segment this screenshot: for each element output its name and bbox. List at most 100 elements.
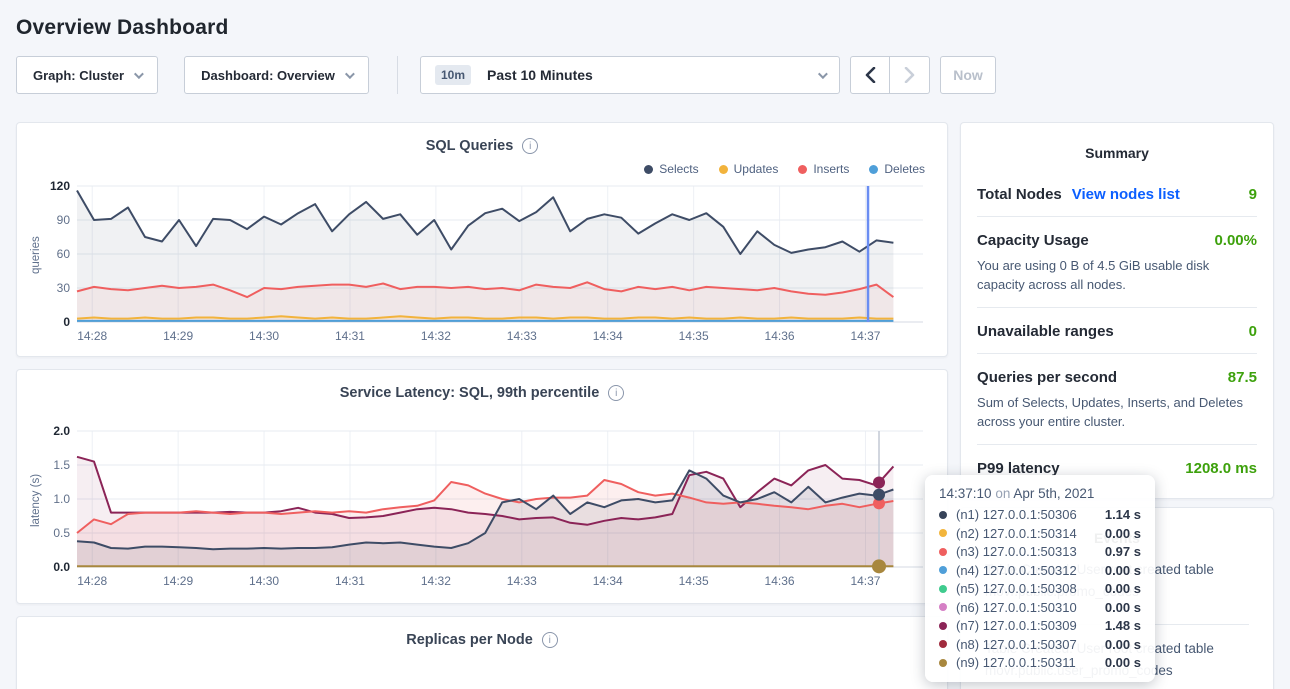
node-latency-value: 0.00 s — [1105, 637, 1141, 652]
svg-text:14:33: 14:33 — [507, 329, 537, 343]
svg-text:0.0: 0.0 — [53, 560, 70, 574]
tooltip-date: Apr 5th, 2021 — [1013, 486, 1094, 501]
svg-text:14:32: 14:32 — [421, 574, 451, 588]
chart-title: Replicas per Node — [406, 632, 533, 648]
svg-text:0: 0 — [63, 315, 70, 329]
chart-header: Service Latency: SQL, 99th percentile — [17, 385, 947, 401]
replicas-per-node-card: Replicas per Node — [16, 616, 948, 689]
sql-queries-card: SQL Queries Selects Updates Inserts Deletes… — [16, 122, 948, 357]
total-nodes-label: Total Nodes — [977, 186, 1062, 203]
info-icon[interactable] — [522, 138, 538, 154]
chart-plot[interactable]: 14:2814:2914:3014:3114:3214:3314:3414:35… — [47, 425, 947, 595]
info-icon[interactable] — [542, 632, 558, 648]
svg-text:14:37: 14:37 — [850, 574, 880, 588]
legend-dot-icon — [869, 165, 878, 174]
legend-label: Inserts — [813, 162, 849, 176]
tooltip-rows: (n1) 127.0.0.1:503061.14 s(n2) 127.0.0.1… — [939, 507, 1141, 670]
time-forward-button[interactable] — [890, 56, 930, 94]
legend-item[interactable]: Updates — [719, 161, 779, 177]
info-icon[interactable] — [608, 385, 624, 401]
chevron-down-icon — [134, 69, 144, 79]
series-dot-icon — [939, 622, 947, 630]
legend-label: Updates — [734, 162, 779, 176]
node-latency-value: 0.00 s — [1105, 526, 1141, 541]
tooltip-row: (n2) 127.0.0.1:50314 0.00 s — [939, 526, 1141, 541]
graph-scope-dropdown[interactable]: Graph: Cluster — [16, 56, 158, 94]
series-dot-icon — [939, 585, 947, 593]
chart-title: SQL Queries — [426, 138, 514, 154]
series-dot-icon — [939, 603, 947, 611]
svg-text:14:31: 14:31 — [335, 574, 365, 588]
node-latency-value: 0.00 s — [1105, 655, 1141, 670]
node-address: (n2) 127.0.0.1:50314 — [956, 526, 1077, 541]
svg-text:14:33: 14:33 — [507, 574, 537, 588]
svg-text:60: 60 — [57, 247, 71, 261]
summary-row-qps: Queries per second 87.5 Sum of Selects, … — [977, 354, 1257, 445]
legend-dot-icon — [644, 165, 653, 174]
service-latency-card: Service Latency: SQL, 99th percentile la… — [16, 369, 948, 604]
svg-text:2.0: 2.0 — [53, 425, 70, 438]
time-nav-buttons — [850, 56, 930, 94]
svg-text:1.0: 1.0 — [53, 492, 70, 506]
node-latency-value: 0.97 s — [1105, 544, 1141, 559]
svg-text:14:32: 14:32 — [421, 329, 451, 343]
y-axis-label: latency (s) — [25, 425, 47, 575]
total-nodes-value: 9 — [1249, 186, 1257, 203]
svg-text:30: 30 — [57, 281, 71, 295]
svg-text:0.5: 0.5 — [53, 526, 70, 540]
node-latency-value: 1.14 s — [1105, 507, 1141, 522]
view-nodes-list-link[interactable]: View nodes list — [1072, 186, 1180, 203]
legend-item[interactable]: Inserts — [798, 161, 849, 177]
svg-text:1.5: 1.5 — [53, 458, 70, 472]
unavailable-value: 0 — [1249, 323, 1257, 340]
node-latency-value: 0.00 s — [1105, 600, 1141, 615]
time-back-button[interactable] — [850, 56, 890, 94]
graph-scope-label: Graph: Cluster — [33, 68, 124, 83]
now-button[interactable]: Now — [940, 56, 996, 94]
node-address: (n5) 127.0.0.1:50308 — [956, 581, 1077, 596]
qps-label: Queries per second — [977, 369, 1117, 386]
tooltip-time: 14:37:10 — [939, 486, 992, 501]
node-address: (n4) 127.0.0.1:50312 — [956, 563, 1077, 578]
legend-item[interactable]: Deletes — [869, 161, 925, 177]
service-latency-chart[interactable]: latency (s) 14:2814:2914:3014:3114:3214:… — [17, 425, 947, 595]
tooltip-row: (n3) 127.0.0.1:503130.97 s — [939, 544, 1141, 559]
chart-plot[interactable]: 14:2814:2914:3014:3114:3214:3314:3414:35… — [47, 180, 947, 350]
svg-text:14:28: 14:28 — [77, 329, 107, 343]
legend-label: Selects — [659, 162, 698, 176]
legend-dot-icon — [719, 165, 728, 174]
node-latency-value: 1.48 s — [1105, 618, 1141, 633]
time-range-dropdown[interactable]: 10m Past 10 Minutes — [420, 56, 840, 94]
node-address: (n9) 127.0.0.1:50311 — [956, 655, 1076, 670]
summary-row-capacity: Capacity Usage 0.00% You are using 0 B o… — [977, 217, 1257, 308]
tooltip-row: (n5) 127.0.0.1:50308 0.00 s — [939, 581, 1141, 596]
dashboard-dropdown[interactable]: Dashboard: Overview — [184, 56, 369, 94]
svg-text:14:31: 14:31 — [335, 329, 365, 343]
tooltip-row: (n6) 127.0.0.1:50310 0.00 s — [939, 600, 1141, 615]
page-title: Overview Dashboard — [0, 0, 1290, 40]
node-latency-value: 0.00 s — [1105, 581, 1141, 596]
qps-desc: Sum of Selects, Updates, Inserts, and De… — [977, 393, 1257, 431]
svg-text:14:37: 14:37 — [850, 329, 880, 343]
sql-queries-chart[interactable]: queries 14:2814:2914:3014:3114:3214:3314… — [17, 180, 947, 350]
node-latency-value: 0.00 s — [1105, 563, 1141, 578]
tooltip-connector: on — [995, 486, 1010, 501]
tooltip-row: (n8) 127.0.0.1:50307 0.00 s — [939, 637, 1141, 652]
legend-label: Deletes — [884, 162, 925, 176]
series-dot-icon — [939, 529, 947, 537]
svg-text:120: 120 — [50, 180, 70, 193]
summary-panel: Summary Total Nodes View nodes list 9 Ca… — [960, 122, 1274, 499]
chart-header: Replicas per Node — [17, 632, 947, 648]
series-dot-icon — [939, 640, 947, 648]
legend-item[interactable]: Selects — [644, 161, 698, 177]
svg-text:14:29: 14:29 — [163, 574, 193, 588]
node-address: (n8) 127.0.0.1:50307 — [956, 637, 1077, 652]
svg-text:14:30: 14:30 — [249, 329, 279, 343]
p99-value: 1208.0 ms — [1185, 460, 1257, 477]
node-address: (n6) 127.0.0.1:50310 — [956, 600, 1077, 615]
series-dot-icon — [939, 548, 947, 556]
capacity-desc: You are using 0 B of 4.5 GiB usable disk… — [977, 256, 1257, 294]
tooltip-row: (n7) 127.0.0.1:503091.48 s — [939, 618, 1141, 633]
svg-text:14:28: 14:28 — [77, 574, 107, 588]
svg-text:14:36: 14:36 — [765, 574, 795, 588]
